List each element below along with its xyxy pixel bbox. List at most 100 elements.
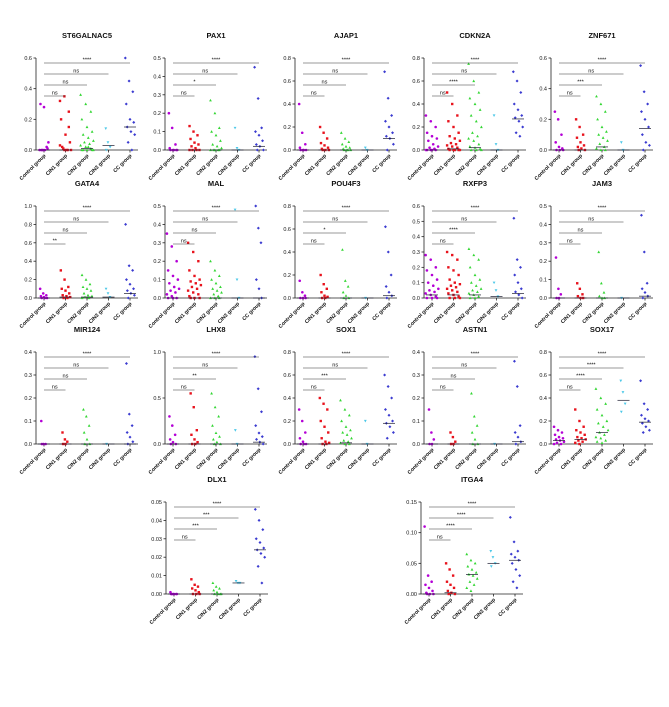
data-point [254,424,258,428]
data-point [435,137,439,140]
x-tick-label: Control group [19,301,48,330]
data-point [326,408,329,411]
x-tick-label: CC group [500,301,521,322]
data-point [323,294,326,297]
data-point [512,102,516,106]
y-tick-label: 0.4 [24,87,32,93]
data-point [476,290,479,293]
y-tick-label: 0.05 [406,561,417,567]
y-tick-label: 0.0 [412,148,420,154]
y-tick-label: 0.1 [24,419,32,425]
data-point [454,143,458,146]
data-point [646,102,650,106]
x-tick-label: CIN3 group [347,447,371,471]
data-point [447,592,450,596]
data-point [521,125,525,129]
data-point [516,549,520,553]
data-point [192,406,195,409]
data-point [176,278,180,281]
data-point [432,438,436,441]
data-point [387,290,391,294]
data-point [561,436,565,440]
data-point [574,441,577,445]
data-point [474,571,478,574]
data-point [339,398,342,402]
y-tick-label: 0.6 [24,241,32,247]
data-point [189,280,192,283]
data-point [319,141,323,145]
data-point [195,429,199,432]
y-tick-label: 0.2 [283,273,291,279]
data-point [211,142,215,146]
data-point [253,130,257,134]
data-point [86,293,90,297]
y-tick-label: 0.4 [539,222,547,228]
data-point [515,385,519,388]
panel-title: DLX1 [207,475,226,484]
data-point [643,417,647,421]
data-point [215,590,219,594]
significance-label: ns [588,69,594,75]
data-point [343,137,347,140]
data-point [297,102,301,106]
significance-label: **** [457,513,467,519]
data-point [123,56,127,60]
y-tick-label: 0.0 [412,296,420,302]
data-point [339,131,343,134]
data-point [170,294,174,298]
data-point [517,293,521,297]
data-point [80,296,84,300]
data-point [319,419,322,423]
y-tick-label: 1.0 [153,350,161,356]
data-point [79,143,82,147]
data-point [253,507,257,511]
y-tick-label: 0.6 [412,204,420,210]
data-point [456,258,459,261]
data-point [518,574,522,578]
data-point [446,589,450,593]
data-point [58,144,62,147]
data-point [304,142,307,146]
data-point [340,142,344,146]
data-point [84,414,88,418]
data-point [235,147,239,150]
data-point [519,287,523,291]
data-point [556,428,560,432]
data-point [647,143,651,147]
significance-label: ** [192,374,197,380]
data-point [261,148,265,152]
significance-label: ns [73,363,79,369]
data-point [85,125,89,129]
data-point [263,555,267,559]
data-point [451,574,455,577]
data-point [599,396,603,400]
data-point [468,265,472,269]
y-tick-label: 0.00 [406,592,417,598]
data-point [643,290,647,294]
data-point [582,144,586,147]
data-point [576,294,580,298]
x-tick-label: CIN1 group [560,447,584,471]
data-point [472,583,476,586]
data-point [470,567,474,571]
x-tick-label: CC group [500,153,521,174]
x-tick-label: Control group [148,447,177,476]
data-point [47,141,50,144]
significance-label: ** [53,239,58,245]
data-point [554,256,558,259]
data-point [220,146,223,150]
x-tick-label: Control group [278,447,307,476]
data-point [63,278,66,281]
data-point [192,291,195,294]
data-point [445,250,449,254]
data-point [90,130,94,133]
data-point [220,290,223,294]
y-tick-label: 0.2 [153,111,161,117]
x-tick-label: CIN1 group [433,301,457,325]
data-point [66,440,69,443]
data-point [458,148,462,152]
